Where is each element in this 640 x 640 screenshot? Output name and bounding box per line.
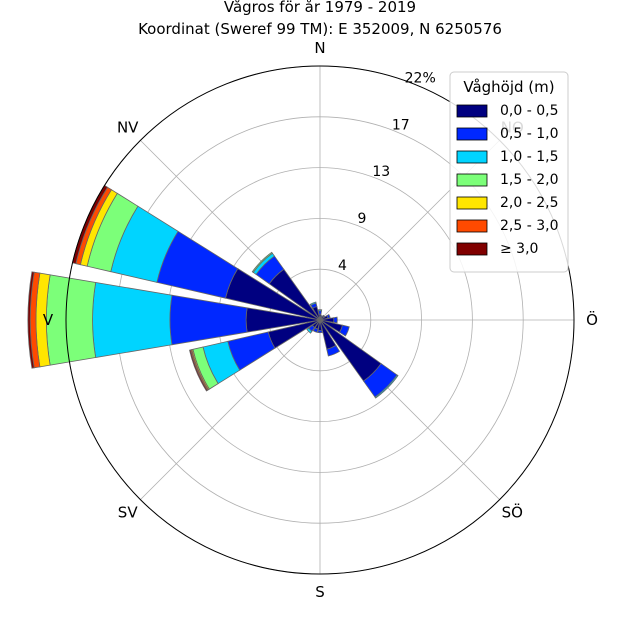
bar-sector-14-bin-3 — [251, 251, 273, 273]
bar-sector-10-bin-2 — [306, 327, 313, 334]
legend-label-1: 0,5 - 1,0 — [500, 126, 558, 142]
dir-label-o: Ö — [586, 310, 598, 329]
ring-label-1: 4 — [338, 258, 347, 274]
bar-sector-0-bin-2 — [317, 309, 323, 312]
legend: Våghöjd (m) 0,0 - 0,5 0,5 - 1,0 1,0 - 1,5 1… — [449, 71, 569, 273]
bar-sector-4-bin-1 — [333, 316, 338, 324]
dir-label-s: S — [315, 583, 325, 601]
legend-label-4: 2,0 - 2,5 — [500, 195, 558, 211]
grid-spoke-6 — [140, 319, 321, 500]
legend-label-2: 1,0 - 1,5 — [500, 149, 558, 165]
ring-label-4: 17 — [392, 117, 410, 133]
legend-swatch-6 — [456, 242, 488, 256]
legend-label-0: 0,0 - 0,5 — [500, 103, 558, 119]
chart-title: Vågros för år 1979 - 2019 — [224, 0, 416, 16]
bar-sector-12-bin-1 — [169, 294, 248, 346]
bar-sector-12-bin-3 — [46, 274, 97, 366]
chart-subtitle: Koordinat (Sweref 99 TM): E 352009, N 62… — [138, 20, 502, 38]
bar-sector-12-bin-6 — [27, 271, 35, 369]
bar-sector-12-bin-2 — [92, 281, 173, 359]
sector-bars — [27, 184, 399, 399]
legend-swatch-3 — [456, 173, 488, 187]
polar-frame — [65, 65, 575, 575]
legend-label-3: 1,5 - 2,0 — [500, 172, 558, 188]
bar-sector-9-bin-1 — [312, 327, 319, 333]
ring-label-5: 22% — [405, 70, 436, 86]
ring-label-3: 13 — [372, 164, 390, 180]
bar-sector-7-bin-1 — [326, 344, 341, 357]
dir-label-so: SÖ — [502, 502, 523, 521]
dir-label-sv: SV — [118, 503, 139, 521]
legend-swatch-5 — [456, 219, 488, 233]
legend-swatch-4 — [456, 196, 488, 210]
legend-swatch-1 — [456, 127, 488, 141]
bar-sector-11-bin-6 — [189, 349, 208, 392]
bar-sector-8-bin-1 — [317, 329, 323, 334]
legend-label-6: ≥ 3,0 — [500, 241, 538, 257]
legend-swatch-0 — [456, 104, 488, 118]
legend-swatch-2 — [456, 150, 488, 164]
bar-sector-15-bin-2 — [309, 301, 317, 306]
ring-labels: 4 9 13 17 22% — [338, 70, 436, 274]
bar-sector-6-bin-2 — [374, 374, 399, 399]
dir-label-n: N — [314, 39, 325, 57]
dir-label-nv: NV — [117, 119, 139, 137]
ring-label-2: 9 — [357, 211, 366, 227]
legend-title: Våghöjd (m) — [463, 78, 554, 96]
bar-sector-3-bin-1 — [326, 313, 331, 319]
dir-label-v: V — [43, 311, 54, 329]
legend-label-5: 2,5 - 3,0 — [500, 218, 558, 234]
bar-sector-5-bin-1 — [339, 324, 350, 337]
